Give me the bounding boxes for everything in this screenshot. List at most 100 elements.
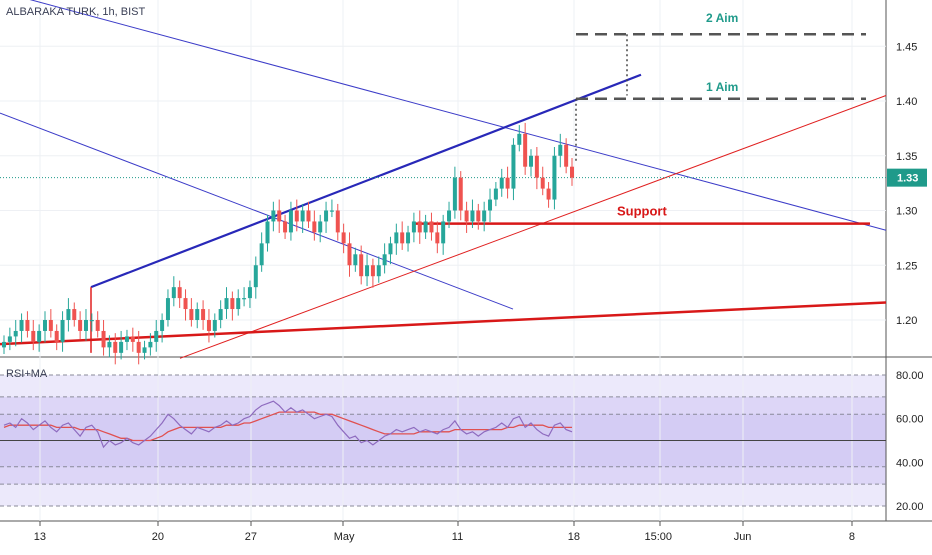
candle-body-30: [177, 287, 182, 299]
candle-body-93: [546, 188, 551, 200]
candle-body-25: [148, 341, 153, 348]
candle-body-27: [160, 320, 165, 331]
candle-body-73: [429, 221, 434, 233]
candle-body-66: [388, 243, 393, 255]
candle-body-84: [493, 188, 498, 200]
rsi-title: RSI+MA: [6, 368, 48, 380]
price-tick-0: 1.45: [896, 41, 917, 53]
candle-body-53: [312, 221, 317, 233]
candle-body-86: [505, 177, 510, 189]
candle-body-55: [324, 210, 329, 222]
candle-body-78: [458, 177, 463, 211]
candle-body-48: [283, 221, 288, 233]
candle-body-97: [570, 166, 574, 178]
candle-body-70: [411, 221, 416, 233]
candle-body-20: [119, 341, 124, 353]
current-price-tag: [887, 168, 927, 187]
ascending-channel-top: [90, 73, 642, 289]
candle-body-24: [142, 347, 147, 353]
candle-body-72: [423, 221, 428, 233]
candle-body-36: [212, 320, 217, 331]
candle-body-81: [476, 210, 481, 222]
time-tick-label-2: 27: [245, 531, 257, 543]
descending-trendline-long: [29, 0, 887, 231]
current-price-label: 1.33: [897, 173, 918, 185]
price-tick-4: 1.25: [896, 260, 917, 272]
candle-body-56: [329, 210, 334, 212]
candle-body-46: [271, 210, 276, 222]
time-tick-label-1: 20: [152, 531, 164, 543]
candle-body-91: [534, 155, 539, 178]
candle-body-58: [341, 232, 346, 244]
candle-body-42: [247, 287, 252, 299]
candle-body-67: [394, 232, 399, 244]
candle-body-26: [154, 330, 159, 342]
time-tick-label-8: 8: [849, 531, 855, 543]
candle-body-61: [359, 254, 364, 277]
candle-body-22: [130, 336, 135, 342]
rsi-line: [3, 400, 573, 449]
candle-body-8: [48, 320, 53, 331]
candle-body-4: [25, 320, 30, 331]
candle-body-76: [447, 210, 452, 222]
candle-body-87: [511, 144, 516, 189]
candle-body-18: [107, 341, 112, 348]
descending-trendline-short: [0, 112, 514, 310]
candle-body-94: [552, 155, 557, 200]
candle-body-29: [171, 287, 176, 299]
candle-body-17: [101, 330, 106, 348]
candle-body-31: [183, 298, 188, 310]
candle-body-40: [236, 298, 241, 310]
price-tick-3: 1.30: [896, 206, 917, 218]
candle-body-92: [540, 177, 545, 189]
candle-body-2: [13, 330, 18, 337]
candle-body-7: [42, 320, 47, 331]
candle-body-47: [277, 210, 282, 222]
rsi-ma-line: [3, 411, 572, 442]
time-tick-label-0: 13: [34, 531, 46, 543]
candle-body-41: [242, 298, 247, 300]
candle-body-32: [189, 309, 194, 320]
candle-body-12: [72, 309, 77, 320]
candle-body-34: [201, 309, 206, 320]
candle-body-77: [452, 177, 457, 211]
candle-body-21: [124, 336, 129, 342]
candle-body-3: [19, 320, 24, 331]
rsi-tick-3: 20.00: [896, 501, 924, 513]
candle-body-6: [37, 330, 42, 342]
candle-body-15: [89, 320, 94, 322]
candle-body-49: [288, 210, 293, 233]
candle-body-38: [224, 298, 229, 310]
candle-body-10: [60, 320, 65, 342]
candle-body-65: [382, 254, 387, 266]
time-tick-label-4: 11: [452, 531, 463, 543]
candle-body-85: [499, 177, 504, 189]
candle-body-23: [136, 341, 141, 353]
candle-body-96: [564, 144, 569, 167]
candle-body-16: [95, 320, 100, 331]
candle-body-39: [230, 298, 235, 310]
time-tick-label-7: Jun: [734, 531, 752, 543]
candle-body-57: [335, 210, 340, 233]
candle-body-63: [370, 265, 375, 277]
candle-body-28: [165, 298, 170, 320]
candle-body-9: [54, 330, 59, 342]
candle-body-14: [83, 320, 88, 331]
candle-body-50: [294, 210, 299, 222]
candle-body-95: [558, 144, 563, 156]
candle-body-13: [78, 320, 83, 331]
candle-body-88: [517, 133, 522, 145]
candle-body-33: [195, 309, 200, 320]
price-tick-5: 1.20: [896, 315, 917, 327]
candle-body-71: [417, 221, 422, 233]
candle-body-11: [66, 309, 71, 320]
candle-body-1: [7, 336, 12, 342]
rsi-tick-2: 40.00: [896, 457, 924, 469]
candle-body-35: [206, 320, 211, 331]
time-tick-label-5: 18: [568, 531, 580, 543]
rsi-tick-0: 80.00: [896, 370, 924, 382]
price-tick-1: 1.40: [896, 96, 917, 108]
candle-body-79: [464, 210, 469, 222]
